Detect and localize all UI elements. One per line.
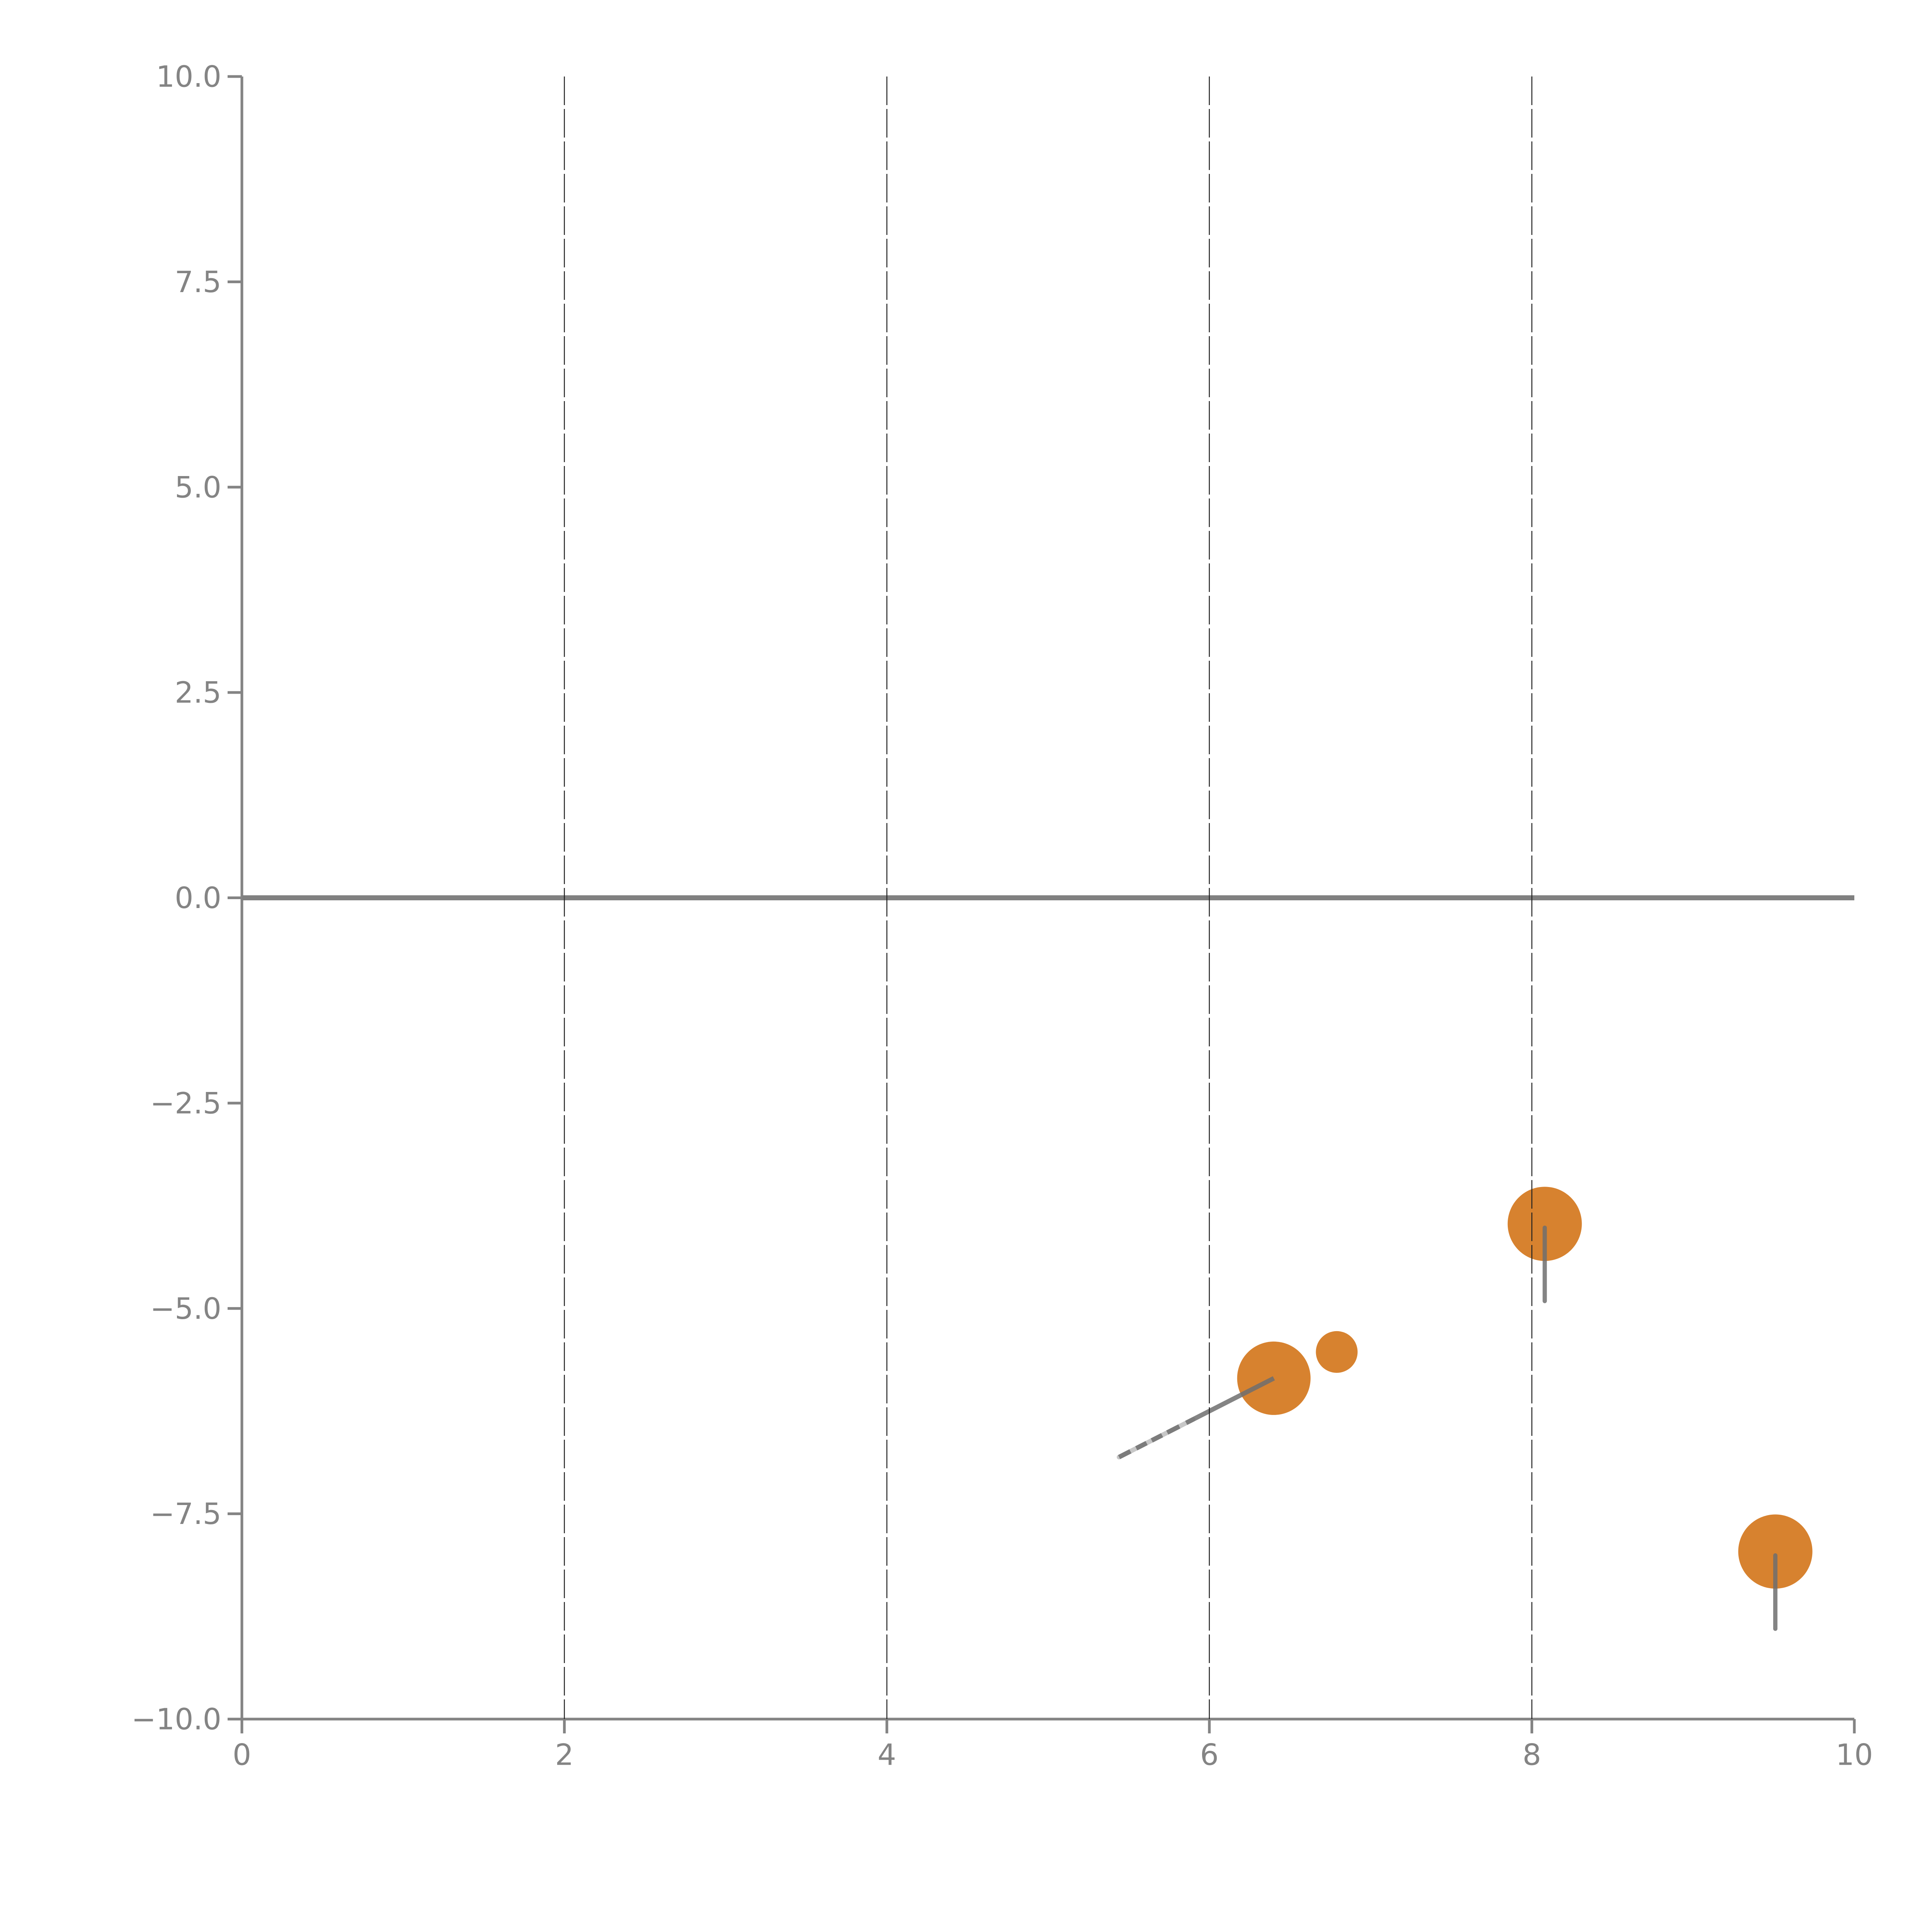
x-tick-label: 10	[1836, 1738, 1873, 1772]
axes-layer	[228, 75, 1856, 1733]
y-tick-label: 5.0	[175, 470, 221, 504]
grid-layer	[564, 77, 1532, 1719]
y-tick-label: −5.0	[150, 1291, 221, 1326]
y-tick-label: 2.5	[175, 675, 221, 710]
y-tick-label: 7.5	[175, 265, 221, 299]
y-tick-label: 0.0	[175, 881, 221, 915]
tick-labels-layer: 10.0 7.5 5.0 2.5 0.0 −2.5 −5.0 −7.5 −10.0 0 2 4 6 8 10	[131, 60, 1873, 1772]
y-tick-label: −7.5	[150, 1497, 221, 1531]
trails-layer	[1117, 1225, 1778, 1631]
bubble	[1316, 1331, 1358, 1373]
x-tick-label: 8	[1522, 1738, 1541, 1772]
bubble	[1738, 1514, 1813, 1589]
x-tick-label: 4	[878, 1738, 896, 1772]
x-tick-label: 0	[233, 1738, 251, 1772]
x-tick-label: 2	[555, 1738, 573, 1772]
bubble-trail	[1118, 1376, 1275, 1459]
bubbles-layer	[1237, 1187, 1813, 1589]
x-tick-label: 6	[1200, 1738, 1219, 1772]
y-tick-label: −10.0	[131, 1702, 221, 1736]
bubble	[1507, 1187, 1582, 1261]
y-tick-label: 10.0	[156, 60, 221, 94]
y-tick-label: −2.5	[150, 1086, 221, 1120]
